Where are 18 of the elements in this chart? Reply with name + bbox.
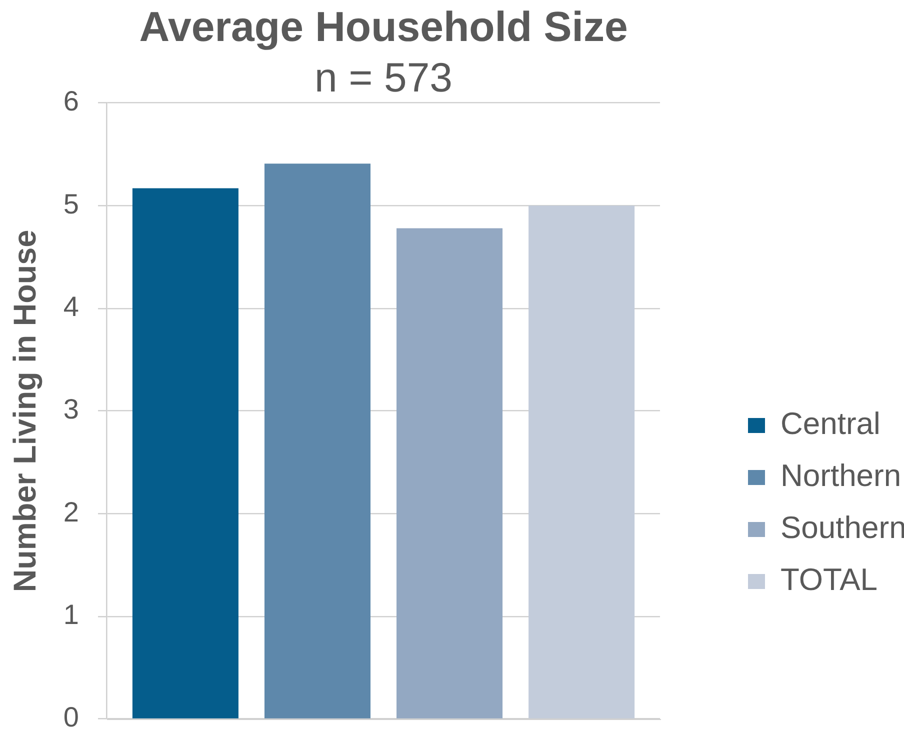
y-tick-label: 5 xyxy=(63,188,79,220)
y-tick-label: 4 xyxy=(63,291,79,322)
y-tick-label: 6 xyxy=(63,86,79,117)
legend-label: TOTAL xyxy=(780,562,878,598)
bar xyxy=(132,188,238,718)
y-tick-label: 1 xyxy=(63,599,79,630)
chart-subtitle: n = 573 xyxy=(314,54,452,100)
legend-label: Northern xyxy=(780,458,902,494)
y-tick-label: 2 xyxy=(63,496,79,528)
y-axis-title: Number Living in House xyxy=(6,230,43,592)
legend-label: Central xyxy=(780,406,880,442)
bar xyxy=(528,206,635,718)
y-tick-label: 0 xyxy=(63,702,79,733)
bar xyxy=(264,164,370,718)
chart-title: Average Household Size xyxy=(139,2,628,50)
legend-label: Southern xyxy=(780,510,904,546)
y-tick-label: 3 xyxy=(63,394,79,425)
bar xyxy=(396,228,503,718)
